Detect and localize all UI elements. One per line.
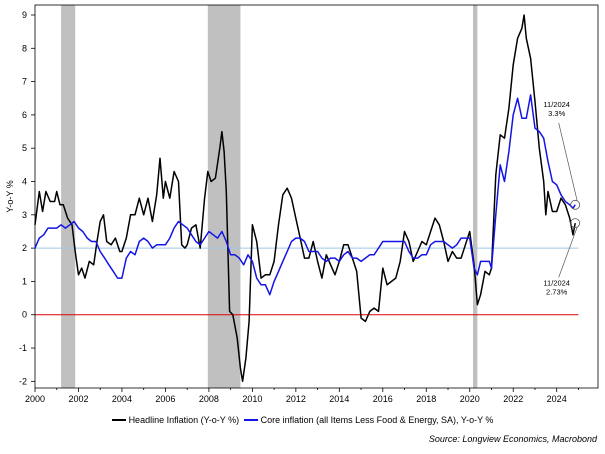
series-lines [34,14,576,383]
annotation-text-1-1: 2.73% [546,287,568,296]
annotation-leader-0 [558,122,578,201]
x-tick-label-1: 2002 [68,394,88,404]
legend-swatch-headline [111,419,126,421]
y-tick-label-3: 1 [22,276,27,286]
legend-label-headline: Headline Inflation (Y-o-Y %) [128,415,240,425]
y-tick-label-7: 5 [22,143,27,153]
annotation-marker-0 [570,199,581,210]
x-tick-label-0: 2000 [25,394,45,404]
legend-item-core: Core inflation (all Items Less Food & En… [243,415,494,425]
x-tick-label-4: 2008 [199,394,219,404]
annotation-text-0-0: 11/2024 [543,100,570,109]
axes: -2 -1 0 1 2 3 4 5 6 7 8 9 2000 2002 2004 2006 2008 2010 20… [5,4,599,404]
x-tick-label-7: 2014 [329,394,349,404]
annotation-text-1-0: 11/2024 [543,278,570,287]
series-line-1 [34,94,576,296]
plot-frame [34,4,599,389]
legend-item-headline: Headline Inflation (Y-o-Y %) [111,415,240,425]
y-tick-label-6: 4 [22,177,27,187]
annotation-text-0-1: 3.3% [548,109,565,118]
x-tick-label-3: 2006 [155,394,175,404]
x-tick-label-10: 2020 [460,394,480,404]
x-tick-label-8: 2016 [373,394,393,404]
y-tick-label-1: -1 [19,343,27,353]
x-tick-label-2: 2004 [112,394,132,404]
x-tick-label-9: 2018 [416,394,436,404]
annotation-marker-1 [570,218,581,229]
y-tick-label-0: -2 [19,376,27,386]
y-tick-label-5: 3 [22,210,27,220]
x-tick-label-5: 2010 [242,394,262,404]
x-tick-label-6: 2012 [286,394,306,404]
annotation-leader-1 [558,227,578,278]
legend: Headline Inflation (Y-o-Y %) Core inflat… [0,413,605,425]
y-tick-label-8: 6 [22,110,27,120]
y-tick-label-9: 7 [22,77,27,87]
recession-band-0 [61,5,76,388]
x-tick-label-11: 2022 [503,394,523,404]
legend-swatch-core [243,419,258,421]
y-tick-label-10: 8 [22,43,27,53]
x-tick-label-12: 2024 [547,394,567,404]
y-axis-label: Y-o-Y % [5,180,15,213]
y-tick-label-11: 9 [22,10,27,20]
source-note: Source: Longview Economics, Macrobond [428,434,597,444]
recession-band-2 [473,5,478,388]
recession-bands [61,5,478,388]
legend-label-core: Core inflation (all Items Less Food & En… [260,415,494,425]
series-line-0 [34,14,576,383]
y-tick-label-4: 2 [22,243,27,253]
y-tick-label-2: 0 [22,310,27,320]
